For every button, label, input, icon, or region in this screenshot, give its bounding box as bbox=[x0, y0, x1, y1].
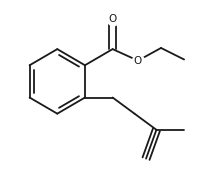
Text: O: O bbox=[108, 14, 117, 24]
Text: O: O bbox=[134, 56, 142, 66]
